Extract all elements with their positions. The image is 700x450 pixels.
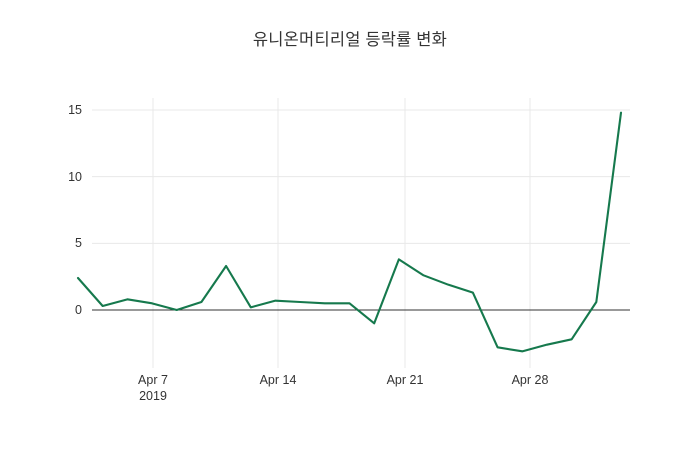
horizontal-gridlines: [92, 109, 630, 244]
x-tick-label-year: 2019: [139, 389, 167, 403]
y-tick-label: 0: [75, 303, 82, 317]
x-tick-label-primary: Apr 14: [259, 373, 297, 387]
data-series-line: [76, 111, 623, 353]
x-tick-label-primary: Apr 28: [511, 373, 549, 387]
y-tick-label: 5: [75, 236, 82, 251]
x-tick-label-primary: Apr 7: [138, 373, 168, 387]
vertical-gridlines: [152, 98, 531, 368]
x-tick-label: Apr 14: [260, 372, 297, 388]
x-tick-label: Apr 28: [512, 372, 549, 388]
y-tick-label: 10: [68, 169, 82, 184]
chart-title: 유니온머티리얼 등락률 변화: [252, 31, 448, 49]
y-tick-label: 15: [68, 103, 82, 117]
x-tick-label: Apr 21: [387, 372, 424, 388]
x-tick-label: Apr 7 2019: [138, 372, 168, 404]
x-tick-label-primary: Apr 21: [386, 373, 424, 387]
